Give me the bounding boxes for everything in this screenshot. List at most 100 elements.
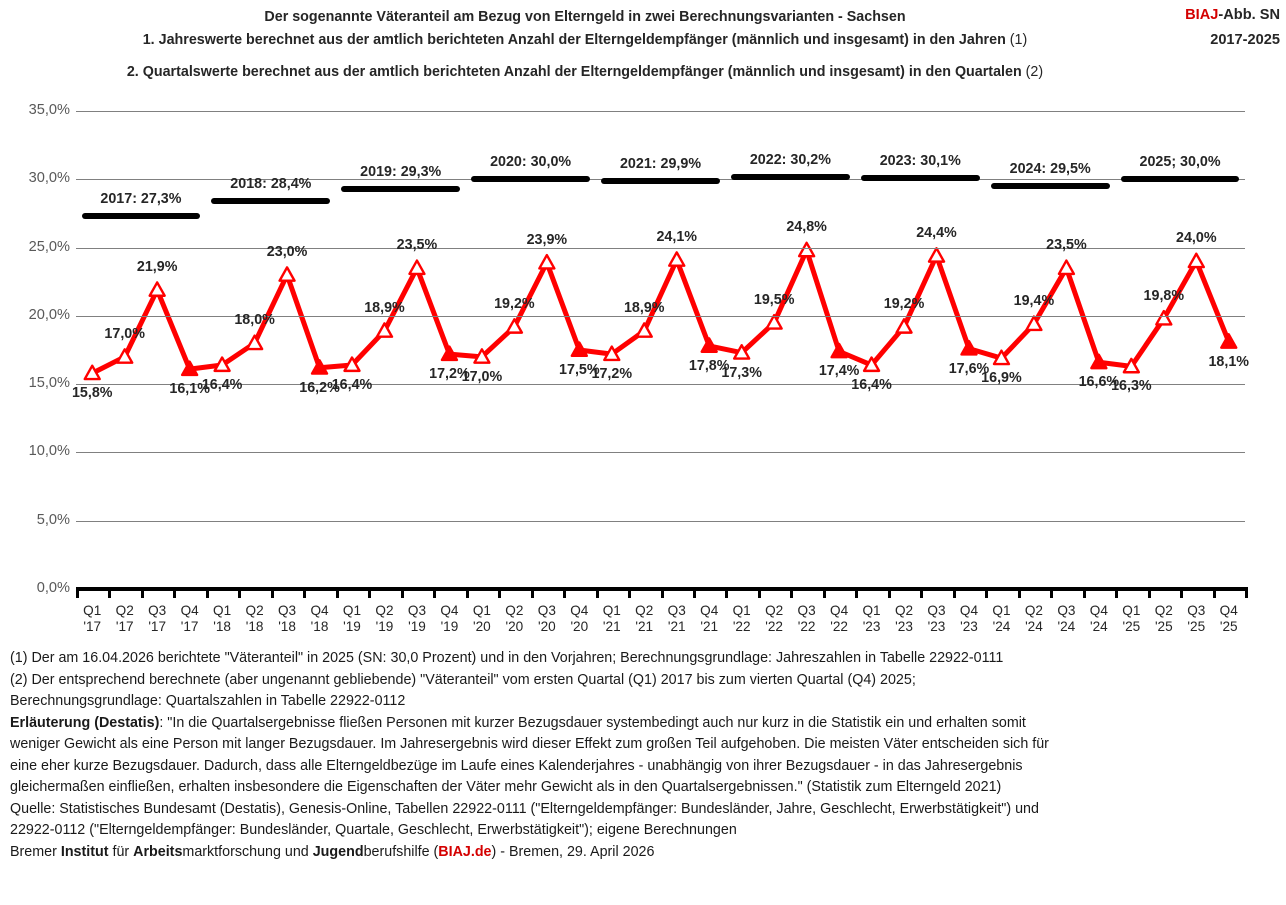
x-axis-tick-label: Q1'18 [205, 603, 239, 635]
data-point-label: 17,6% [948, 360, 990, 377]
x-axis-tick-label: Q2'25 [1147, 603, 1181, 635]
x-tick-quarter: Q4 [959, 603, 979, 618]
x-axis-tick-label: Q2'21 [627, 603, 661, 635]
annual-value-bar [81, 213, 201, 220]
x-tick-year: '19 [375, 619, 394, 634]
data-point-marker [1122, 357, 1141, 374]
x-axis-tick [692, 587, 696, 598]
publisher-i: ) - Bremen, 29. April 2026 [491, 843, 655, 860]
x-tick-quarter: Q3 [537, 603, 556, 618]
x-axis-tick-label: Q4'21 [692, 603, 726, 635]
x-tick-quarter: Q1 [602, 603, 621, 618]
x-tick-year: '25 [1187, 619, 1206, 634]
x-tick-year: '20 [505, 619, 524, 634]
x-tick-quarter: Q1 [992, 603, 1011, 618]
x-axis-tick [790, 587, 794, 598]
y-axis-tick-label: 15,0% [28, 375, 70, 392]
x-tick-quarter: Q4 [440, 603, 459, 618]
data-point-marker [895, 318, 913, 334]
x-tick-year: '19 [343, 619, 361, 634]
gridline [76, 315, 1245, 317]
footnote-2: (2) Der entsprechend berechnete (aber un… [10, 671, 916, 688]
data-point-marker [473, 348, 491, 364]
x-axis-tick [108, 587, 112, 598]
x-tick-quarter: Q4 [700, 603, 719, 618]
biaj-link[interactable]: BIAJ.de [438, 843, 492, 860]
publisher-g: berufshilfe ( [363, 843, 439, 860]
annual-value-bar [341, 185, 461, 192]
x-tick-year: '21 [667, 619, 686, 634]
data-point-marker-filled [570, 341, 589, 358]
data-point-label: 17,5% [559, 362, 600, 378]
x-axis-tick-label: Q3'20 [530, 603, 564, 635]
gridline [76, 452, 1245, 454]
biaj-years: 2017-2025 [1210, 32, 1280, 48]
x-tick-year: '24 [1090, 619, 1108, 634]
x-tick-year: '17 [83, 619, 102, 634]
footnote-explanation-4: gleichermaßen einfließen, erhalten insbe… [10, 779, 1002, 795]
x-tick-quarter: Q1 [1122, 603, 1141, 618]
x-axis-tick [1050, 587, 1054, 598]
data-point-label: 24,8% [786, 219, 827, 236]
data-point-marker [603, 345, 621, 362]
subtitle-1-text: 1. Jahreswerte berechnet aus der amtlich… [142, 32, 1006, 48]
x-axis-tick-label: Q4'20 [562, 603, 596, 635]
x-tick-year: '25 [1154, 619, 1173, 634]
data-point-label: 23,9% [526, 231, 568, 248]
data-point-marker [635, 322, 653, 338]
x-tick-quarter: Q1 [862, 603, 881, 618]
annual-value-label: 2018: 28,4% [230, 176, 312, 193]
x-tick-year: '20 [570, 619, 589, 634]
x-axis-tick [628, 587, 632, 598]
data-point-label: 24,4% [916, 224, 957, 241]
x-tick-year: '17 [180, 619, 199, 634]
data-point-marker [83, 364, 101, 381]
annual-value-bar [990, 183, 1110, 190]
x-tick-quarter: Q3 [148, 603, 167, 618]
x-axis-tick-label: Q1'23 [855, 603, 889, 635]
x-axis-tick-label: Q4'17 [173, 603, 207, 635]
x-tick-quarter: Q2 [1024, 603, 1043, 618]
x-axis-tick-label: Q4'22 [822, 603, 856, 635]
footnote-1: (1) Der am 16.04.2026 berichtete "Vätera… [10, 650, 1004, 666]
x-axis-tick-label: Q3'24 [1049, 603, 1083, 635]
x-tick-year: '21 [602, 619, 621, 634]
data-point-marker [927, 247, 946, 263]
x-axis-tick-label: Q1'21 [595, 603, 629, 635]
data-point-marker [375, 322, 394, 338]
data-point-label: 19,8% [1143, 287, 1185, 304]
x-tick-year: '23 [862, 619, 881, 634]
x-axis-tick [1180, 587, 1184, 598]
data-point-label: 17,8% [688, 357, 730, 374]
data-point-marker [668, 251, 686, 267]
data-point-marker [797, 241, 816, 258]
x-axis-tick-label: Q4'24 [1082, 603, 1116, 635]
data-point-label: 23,0% [266, 243, 308, 260]
x-axis-tick-label: Q3'21 [660, 603, 694, 635]
x-tick-year: '22 [732, 619, 751, 634]
footnote-source-1: Quelle: Statistisches Bundesamt (Destati… [10, 800, 1039, 817]
x-tick-quarter: Q2 [765, 603, 784, 618]
gridline [76, 111, 1245, 112]
x-tick-year: '21 [700, 619, 719, 634]
x-axis-tick [1115, 587, 1119, 598]
x-tick-year: '17 [115, 619, 134, 634]
data-point-label: 23,5% [1046, 237, 1087, 254]
x-tick-year: '20 [537, 619, 556, 634]
x-axis-tick-label: Q4'23 [952, 603, 986, 635]
x-axis-tick-label: Q4'25 [1212, 603, 1246, 635]
x-tick-year: '18 [213, 619, 231, 634]
annual-value-bar [471, 176, 591, 183]
x-axis-tick-label: Q1'19 [335, 603, 369, 635]
data-point-label: 18,9% [623, 299, 665, 316]
x-tick-year: '18 [245, 619, 264, 634]
x-axis-tick [1147, 587, 1151, 598]
page-title: Der sogenannte Väteranteil am Bezug von … [264, 9, 906, 25]
x-tick-year: '25 [1219, 619, 1238, 634]
x-tick-quarter: Q1 [213, 603, 232, 618]
x-tick-quarter: Q4 [570, 603, 589, 618]
annual-value-bar [601, 177, 720, 184]
x-tick-year: '24 [992, 619, 1011, 634]
x-tick-year: '22 [830, 619, 848, 634]
data-point-marker-filled [830, 342, 848, 359]
